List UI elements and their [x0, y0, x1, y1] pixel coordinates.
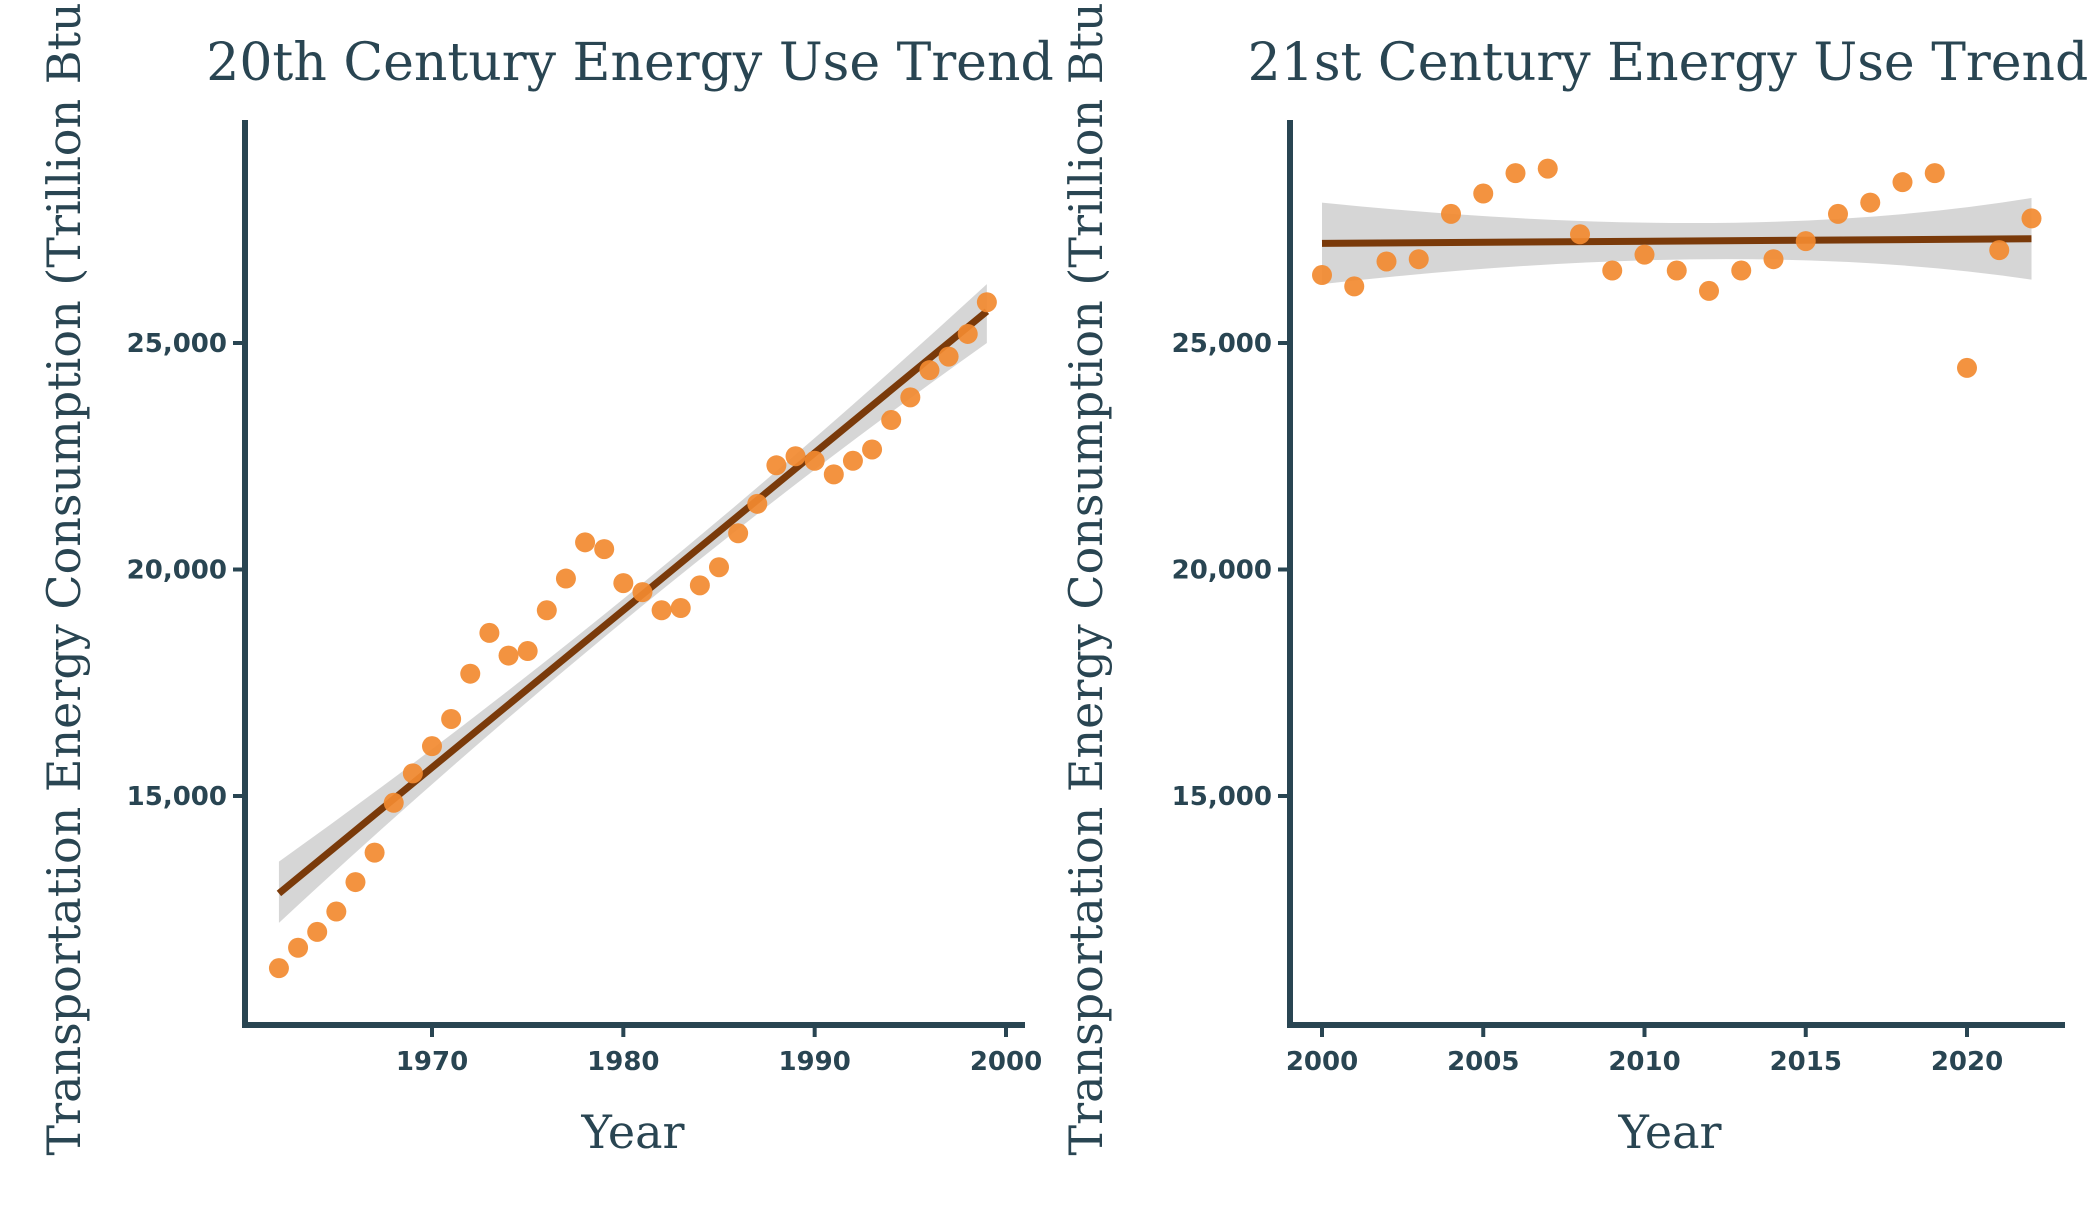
data-points-layer	[268, 292, 997, 979]
data-point	[1602, 260, 1623, 281]
data-point	[1795, 231, 1816, 252]
y-tick-label: 20,000	[127, 556, 227, 586]
data-point	[1473, 183, 1494, 204]
data-point	[1924, 163, 1945, 184]
data-point	[804, 450, 825, 471]
data-point	[842, 450, 863, 471]
data-point	[1505, 163, 1526, 184]
x-tick-label: 2020	[1931, 1047, 2003, 1077]
y-tick-label: 15,000	[1172, 782, 1272, 812]
x-axis-title: Year	[1617, 1105, 1721, 1159]
data-point	[1666, 260, 1687, 281]
data-point	[938, 346, 959, 367]
x-tick-label: 2015	[1770, 1047, 1842, 1077]
data-point	[670, 598, 691, 619]
data-point	[709, 557, 729, 578]
data-point	[1344, 276, 1365, 297]
data-point	[383, 792, 404, 813]
x-tick-label: 1990	[778, 1047, 850, 1077]
y-axis-title: Transportation Energy Consumption (Trill…	[37, 0, 91, 1156]
data-point	[747, 493, 768, 514]
data-point	[1312, 265, 1332, 286]
data-point	[613, 573, 634, 594]
panel-20th-century: 20th Century Energy Use Trend Transporta…	[37, 0, 1054, 1159]
data-point	[919, 360, 940, 381]
x-tick-label: 2010	[1608, 1047, 1680, 1077]
data-point	[632, 582, 653, 603]
data-point	[1441, 203, 1461, 224]
data-point	[345, 872, 366, 893]
data-point	[1408, 249, 1429, 270]
y-tick-label: 25,000	[1172, 329, 1272, 359]
data-point	[326, 901, 347, 922]
data-point	[651, 600, 672, 621]
x-tick-label: 1980	[587, 1047, 659, 1077]
data-point	[575, 532, 596, 553]
data-point	[594, 539, 615, 560]
data-point	[479, 622, 500, 643]
data-point	[976, 292, 997, 313]
data-point	[823, 464, 844, 485]
chart-title: 20th Century Energy Use Trend	[206, 33, 1053, 93]
data-point	[307, 921, 328, 942]
data-point	[900, 387, 921, 408]
data-point	[1537, 158, 1558, 179]
data-point	[1828, 203, 1848, 224]
data-point	[441, 708, 462, 729]
data-point	[689, 575, 710, 596]
y-tick-label: 20,000	[1172, 556, 1272, 586]
data-point	[1892, 172, 1913, 193]
data-point	[402, 763, 423, 784]
data-point	[288, 937, 309, 958]
data-point	[728, 523, 749, 544]
data-point	[364, 842, 385, 863]
data-point	[460, 663, 481, 684]
data-point	[536, 600, 557, 621]
panel-21st-century: 21st Century Energy Use Trend Transporta…	[1059, 0, 2088, 1159]
data-point	[785, 446, 806, 467]
data-point	[1376, 251, 1397, 272]
data-points-layer	[1312, 158, 2042, 378]
data-point	[1763, 249, 1784, 270]
data-point	[1957, 357, 1977, 378]
data-point	[1634, 244, 1655, 265]
trend-line-layer	[1321, 235, 2032, 247]
chart-title: 21st Century Energy Use Trend	[1248, 33, 2089, 93]
x-tick-label: 2000	[1286, 1047, 1358, 1077]
data-point	[555, 568, 576, 589]
data-point	[881, 410, 902, 431]
data-point	[1699, 280, 1719, 301]
y-tick-label: 15,000	[127, 782, 227, 812]
trend-line	[1321, 235, 2032, 247]
data-point	[268, 958, 289, 979]
data-point	[517, 641, 538, 662]
y-axis-title: Transportation Energy Consumption (Trill…	[1059, 0, 1113, 1156]
x-tick-label: 2005	[1447, 1047, 1519, 1077]
data-point	[766, 455, 787, 476]
axes-layer: 15,000 20,000 25,000 1970 1980 1990 2000	[127, 120, 1042, 1077]
data-point	[1860, 192, 1881, 213]
data-point	[422, 736, 442, 757]
data-point	[1989, 240, 2010, 261]
x-axis-title: Year	[580, 1105, 684, 1159]
data-point	[1731, 260, 1752, 281]
axes-layer: 15,000 20,000 25,000 2000 2005 2010 2015 2020	[1172, 120, 2065, 1077]
data-point	[498, 645, 519, 666]
data-point	[957, 323, 978, 344]
y-tick-label: 25,000	[127, 329, 227, 359]
x-tick-label: 1970	[396, 1047, 468, 1077]
x-tick-label: 2000	[970, 1047, 1042, 1077]
data-point	[862, 439, 883, 460]
data-point	[1570, 224, 1590, 245]
data-point	[2021, 208, 2042, 229]
